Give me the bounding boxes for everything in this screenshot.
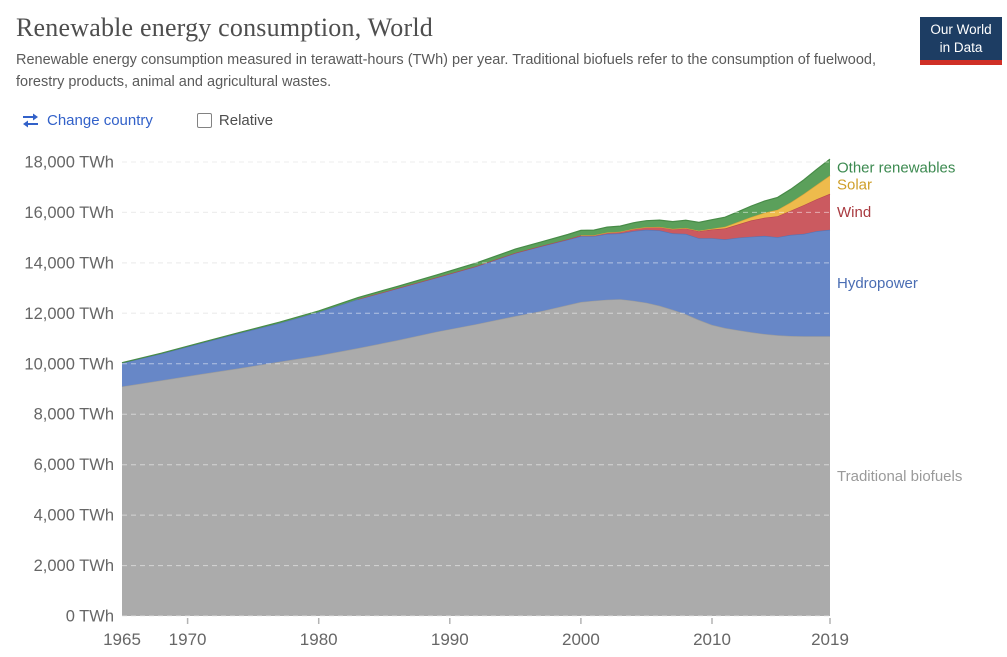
change-country-button[interactable]: Change country	[22, 112, 153, 129]
y-axis-label: 14,000 TWh	[24, 254, 114, 272]
y-axis-label: 0 TWh	[66, 608, 114, 626]
relative-label[interactable]: Relative	[218, 112, 274, 129]
x-axis-label: 2000	[562, 630, 600, 649]
area-outline-other-renewables	[121, 158, 831, 364]
series-label-solar[interactable]: Solar	[837, 177, 872, 194]
owid-logo-line1: Our World	[930, 22, 992, 37]
change-country-label: Change country	[47, 112, 153, 129]
y-axis-label: 4,000 TWh	[34, 507, 114, 525]
x-axis-label: 2019	[811, 630, 849, 649]
series-label-other-renewables[interactable]: Other renewables	[837, 159, 955, 176]
x-axis-label: 1970	[169, 630, 207, 649]
series-label-traditional-biofuels[interactable]: Traditional biofuels	[837, 468, 962, 485]
chart-controls: Change country Relative	[22, 112, 273, 129]
y-axis-label: 6,000 TWh	[34, 456, 114, 474]
area-hydropower[interactable]	[122, 229, 830, 387]
owid-logo[interactable]: Our World in Data	[920, 17, 1002, 66]
y-axis-label: 18,000 TWh	[24, 154, 114, 172]
x-axis-label: 1990	[431, 630, 469, 649]
series-label-wind[interactable]: Wind	[837, 204, 871, 221]
y-axis-label: 16,000 TWh	[24, 204, 114, 222]
y-axis-label: 8,000 TWh	[34, 406, 114, 424]
swap-arrows-icon	[23, 113, 38, 128]
y-axis-label: 12,000 TWh	[24, 305, 114, 323]
relative-checkbox[interactable]	[196, 113, 212, 128]
x-axis-label: 1980	[300, 630, 338, 649]
x-axis-label: 2010	[693, 630, 731, 649]
chart-subtitle: Renewable energy consumption measured in…	[16, 52, 876, 90]
area-outline-traditional-biofuels	[121, 298, 830, 388]
relative-toggle[interactable]: Relative	[196, 112, 274, 129]
owid-logo-line2: in Data	[939, 40, 983, 56]
x-axis-label: 1965	[103, 630, 141, 649]
area-traditional-biofuels[interactable]	[122, 299, 830, 616]
y-axis-label: 10,000 TWh	[24, 355, 114, 373]
chart-canvas[interactable]: 0 TWh 2,000 TWh 4,000 TWh 6,000 TWh 8,000 TW…	[0, 145, 1007, 657]
y-axis-label: 2,000 TWh	[34, 557, 114, 575]
series-label-hydropower[interactable]: Hydropower	[837, 275, 918, 292]
page-title: Renewable energy consumption, World	[16, 13, 433, 42]
